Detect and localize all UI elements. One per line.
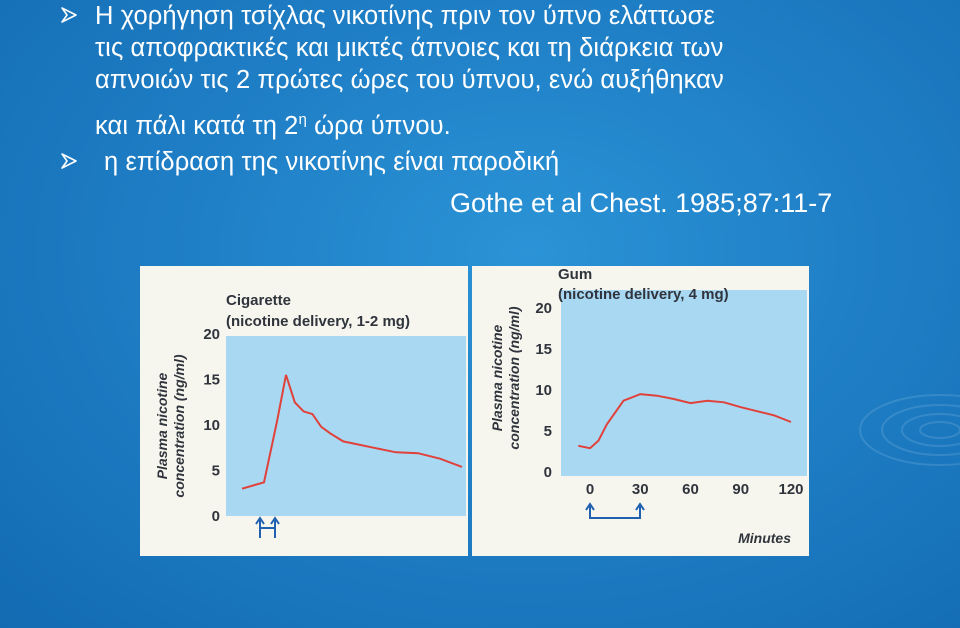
y-tick-label: 15 — [203, 372, 220, 389]
bullet-1-line-4-end: ώρα ύπνου. — [306, 112, 451, 140]
y-tick-label: 5 — [544, 423, 552, 440]
right-y-label-line-1: Plasma nicotine — [489, 324, 505, 431]
arrowhead-bullet-icon — [61, 153, 77, 169]
right-x-ticks: 0 30 60 90 120 — [586, 481, 804, 498]
x-tick-label: 0 — [586, 481, 594, 498]
arrowhead — [255, 516, 265, 525]
superscript: η — [298, 111, 307, 128]
left-y-ticks: 20 15 10 5 0 — [203, 326, 220, 525]
x-tick-label: 30 — [632, 481, 649, 498]
y-tick-label: 10 — [535, 382, 552, 399]
up-arrow-icon — [585, 502, 595, 511]
up-arrow-icon — [635, 502, 645, 511]
bullet-1-line-4: και πάλι κατά τη 2η ώρα ύπνου. — [95, 104, 451, 142]
y-tick-label: 10 — [203, 417, 220, 434]
bullet-1-line-2: τις αποφρακτικές και μικτές άπνοιες και … — [95, 34, 724, 62]
x-tick-label: 90 — [732, 481, 749, 498]
bracket-connector — [259, 527, 276, 538]
left-y-label-line-1: Plasma nicotine — [154, 372, 170, 479]
left-arrows — [255, 516, 280, 538]
right-arrows — [585, 502, 645, 519]
right-curve — [578, 393, 792, 450]
left-y-label: Plasma nicotine concentration (ng/ml) — [154, 354, 187, 497]
arrowhead — [270, 516, 280, 525]
right-y-label-line-2: concentration (ng/ml) — [506, 306, 522, 449]
right-chart-title: Gum — [558, 266, 592, 283]
right-chart-subtitle: (nicotine delivery, 4 mg) — [558, 286, 729, 303]
left-plot-area — [226, 336, 466, 516]
x-tick-label: 60 — [682, 481, 699, 498]
bullet-1-line-3: απνοιών τις 2 πρώτες ώρες του ύπνου, ενώ… — [95, 66, 724, 94]
bracket-connector — [589, 504, 641, 519]
right-plot-area — [561, 290, 807, 476]
y-tick-label: 20 — [203, 326, 220, 343]
x-axis-label: Minutes — [738, 530, 791, 546]
bullet-2-line-1: η επίδραση της νικοτίνης είναι παροδική — [104, 148, 560, 176]
left-y-label-line-2: concentration (ng/ml) — [171, 354, 187, 497]
left-curve — [241, 374, 463, 490]
y-tick-label: 0 — [212, 508, 220, 525]
nicotine-figure: Cigarette (nicotine delivery, 1-2 mg) Pl… — [140, 266, 809, 556]
y-tick-label: 0 — [544, 464, 552, 481]
left-chart-subtitle: (nicotine delivery, 1-2 mg) — [226, 313, 410, 330]
y-tick-label: 5 — [212, 463, 220, 480]
x-tick-label: 120 — [778, 481, 803, 498]
bullet-1-line-1: Η χορήγηση τσίχλας νικοτίνης πριν τον ύπ… — [95, 2, 715, 30]
figure-svg: Cigarette (nicotine delivery, 1-2 mg) Pl… — [140, 266, 809, 556]
left-chart-title: Cigarette — [226, 292, 291, 309]
right-y-label: Plasma nicotine concentration (ng/ml) — [489, 306, 522, 449]
right-y-ticks: 20 15 10 5 0 — [535, 300, 552, 481]
arrowhead-bullet-icon — [61, 7, 77, 23]
bullet-1-line-4-text: και πάλι κατά τη 2 — [95, 112, 299, 140]
citation: Gothe et al Chest. 1985;87:11-7 — [450, 188, 833, 218]
y-tick-label: 15 — [535, 341, 552, 358]
y-tick-label: 20 — [535, 300, 552, 317]
ripple-decoration — [859, 394, 960, 466]
